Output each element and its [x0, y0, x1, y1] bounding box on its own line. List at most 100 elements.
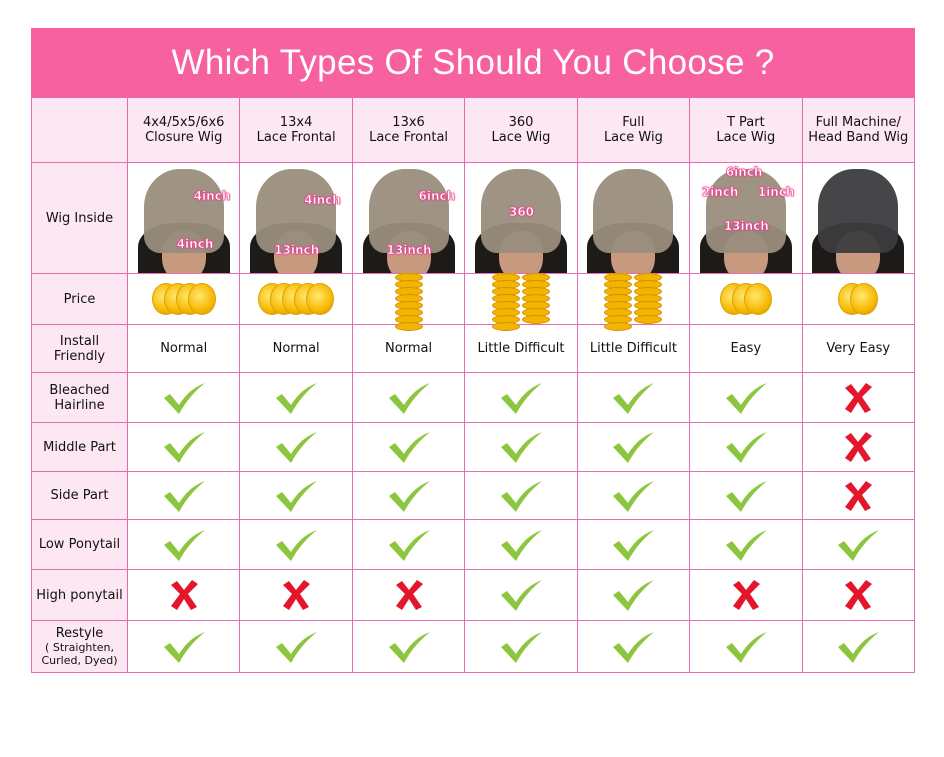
check-icon [803, 528, 914, 562]
check-icon [690, 479, 801, 513]
feature-cell [464, 569, 578, 621]
measurement-label: 13inch [274, 243, 320, 258]
wig-cap [480, 169, 561, 253]
measurement-label: 6inch [725, 165, 763, 180]
measurement-label: 13inch [723, 219, 770, 234]
check-icon [240, 630, 351, 664]
wig-cap [705, 169, 786, 253]
coin-stack-icon [521, 272, 550, 324]
cell-text: Price [63, 291, 96, 307]
install-value: Little Difficult [576, 324, 691, 373]
feature-cell [801, 422, 916, 472]
feature-cell [689, 422, 803, 472]
column-header: T Part Lace Wig [689, 97, 803, 163]
feature-cell [351, 372, 466, 423]
feature-cell [126, 422, 241, 472]
install-value: Normal [239, 324, 353, 373]
check-icon [578, 479, 689, 513]
check-icon [353, 430, 464, 464]
row-label: Wig Inside [31, 162, 128, 274]
cell-text: Hairline [54, 397, 105, 413]
feature-cell [351, 569, 466, 621]
comparison-chart: Which Types Of Should You Choose ? 4x4/5… [31, 28, 916, 673]
check-icon [690, 528, 801, 562]
coin-group [240, 275, 351, 323]
check-icon [690, 381, 801, 415]
wig-photo [581, 163, 686, 273]
coin-group [690, 275, 801, 323]
wig-cap [593, 169, 674, 253]
feature-cell [576, 422, 691, 472]
feature-cell [464, 519, 578, 570]
wig-inside-image: 6inch 13inch [351, 162, 466, 274]
feature-cell [126, 519, 241, 570]
row-label: Middle Part [31, 422, 128, 472]
check-icon [353, 479, 464, 513]
feature-cell [576, 569, 691, 621]
check-icon [128, 528, 239, 562]
coin-icon [187, 283, 216, 315]
wig-cap [256, 169, 337, 253]
corner-cell [31, 97, 128, 163]
feature-cell [351, 422, 466, 472]
check-icon [128, 430, 239, 464]
coin-icon [491, 321, 520, 331]
feature-cell [801, 372, 916, 423]
check-icon [465, 630, 576, 664]
cross-icon [240, 579, 351, 611]
cross-icon [803, 382, 914, 414]
cell-text: Friendly [53, 348, 106, 364]
table-row: Wig Inside 4inch 4inch 4inch 13inch 6inch 13in… [31, 162, 916, 274]
row-label: Side Part [31, 471, 128, 520]
price-cell [126, 273, 241, 325]
feature-cell [689, 620, 803, 673]
feature-cell [351, 471, 466, 520]
table-row: 4x4/5x5/6x6 Closure Wig 13x4 Lace Frontal 13… [31, 97, 916, 163]
check-icon [578, 578, 689, 612]
coin-group [578, 265, 689, 331]
feature-cell [801, 620, 916, 673]
title-banner: Which Types Of Should You Choose ? [31, 28, 915, 97]
check-icon [465, 578, 576, 612]
feature-cell [689, 471, 803, 520]
cell-text: Low Ponytail [38, 537, 121, 552]
wig-inside-image: 4inch 13inch [239, 162, 353, 274]
column-header-text: Lace Wig [716, 130, 776, 145]
coin-icon [394, 321, 423, 331]
row-label: Restyle( Straighten, Curled, Dyed) [31, 620, 128, 673]
feature-cell [464, 422, 578, 472]
cell-text: Curled, Dyed) [41, 654, 118, 667]
table-row: Middle Part [31, 422, 916, 472]
cell-text: Bleached [49, 382, 110, 398]
coin-group [465, 265, 576, 331]
row-label: Bleached Hairline [31, 372, 128, 423]
check-icon [465, 430, 576, 464]
cross-icon [803, 431, 914, 463]
coin-stack-icon [634, 272, 663, 324]
check-icon [578, 381, 689, 415]
wig-inside-image [801, 162, 916, 274]
feature-cell [464, 471, 578, 520]
table-row: High ponytail [31, 569, 916, 621]
check-icon [240, 430, 351, 464]
feature-cell [239, 569, 353, 621]
measurement-label: 13inch [386, 243, 432, 258]
wig-photo: 4inch 13inch [244, 163, 349, 273]
feature-cell [239, 422, 353, 472]
check-icon [353, 630, 464, 664]
wig-cap [818, 169, 899, 253]
table-row: Low Ponytail [31, 519, 916, 570]
check-icon [240, 528, 351, 562]
cell-text: ( Straighten, [45, 641, 114, 654]
price-cell [464, 265, 578, 331]
measurement-label: 6inch [418, 189, 456, 204]
measurement-label: 4inch [176, 237, 214, 252]
install-value: Little Difficult [464, 324, 578, 373]
coin-group [353, 265, 464, 331]
check-icon [128, 479, 239, 513]
wig-photo: 6inch 13inch [356, 163, 461, 273]
price-cell [576, 265, 691, 331]
wig-cap [143, 169, 224, 253]
coin-stack-icon [394, 265, 423, 331]
column-header: 13x4 Lace Frontal [239, 97, 353, 163]
